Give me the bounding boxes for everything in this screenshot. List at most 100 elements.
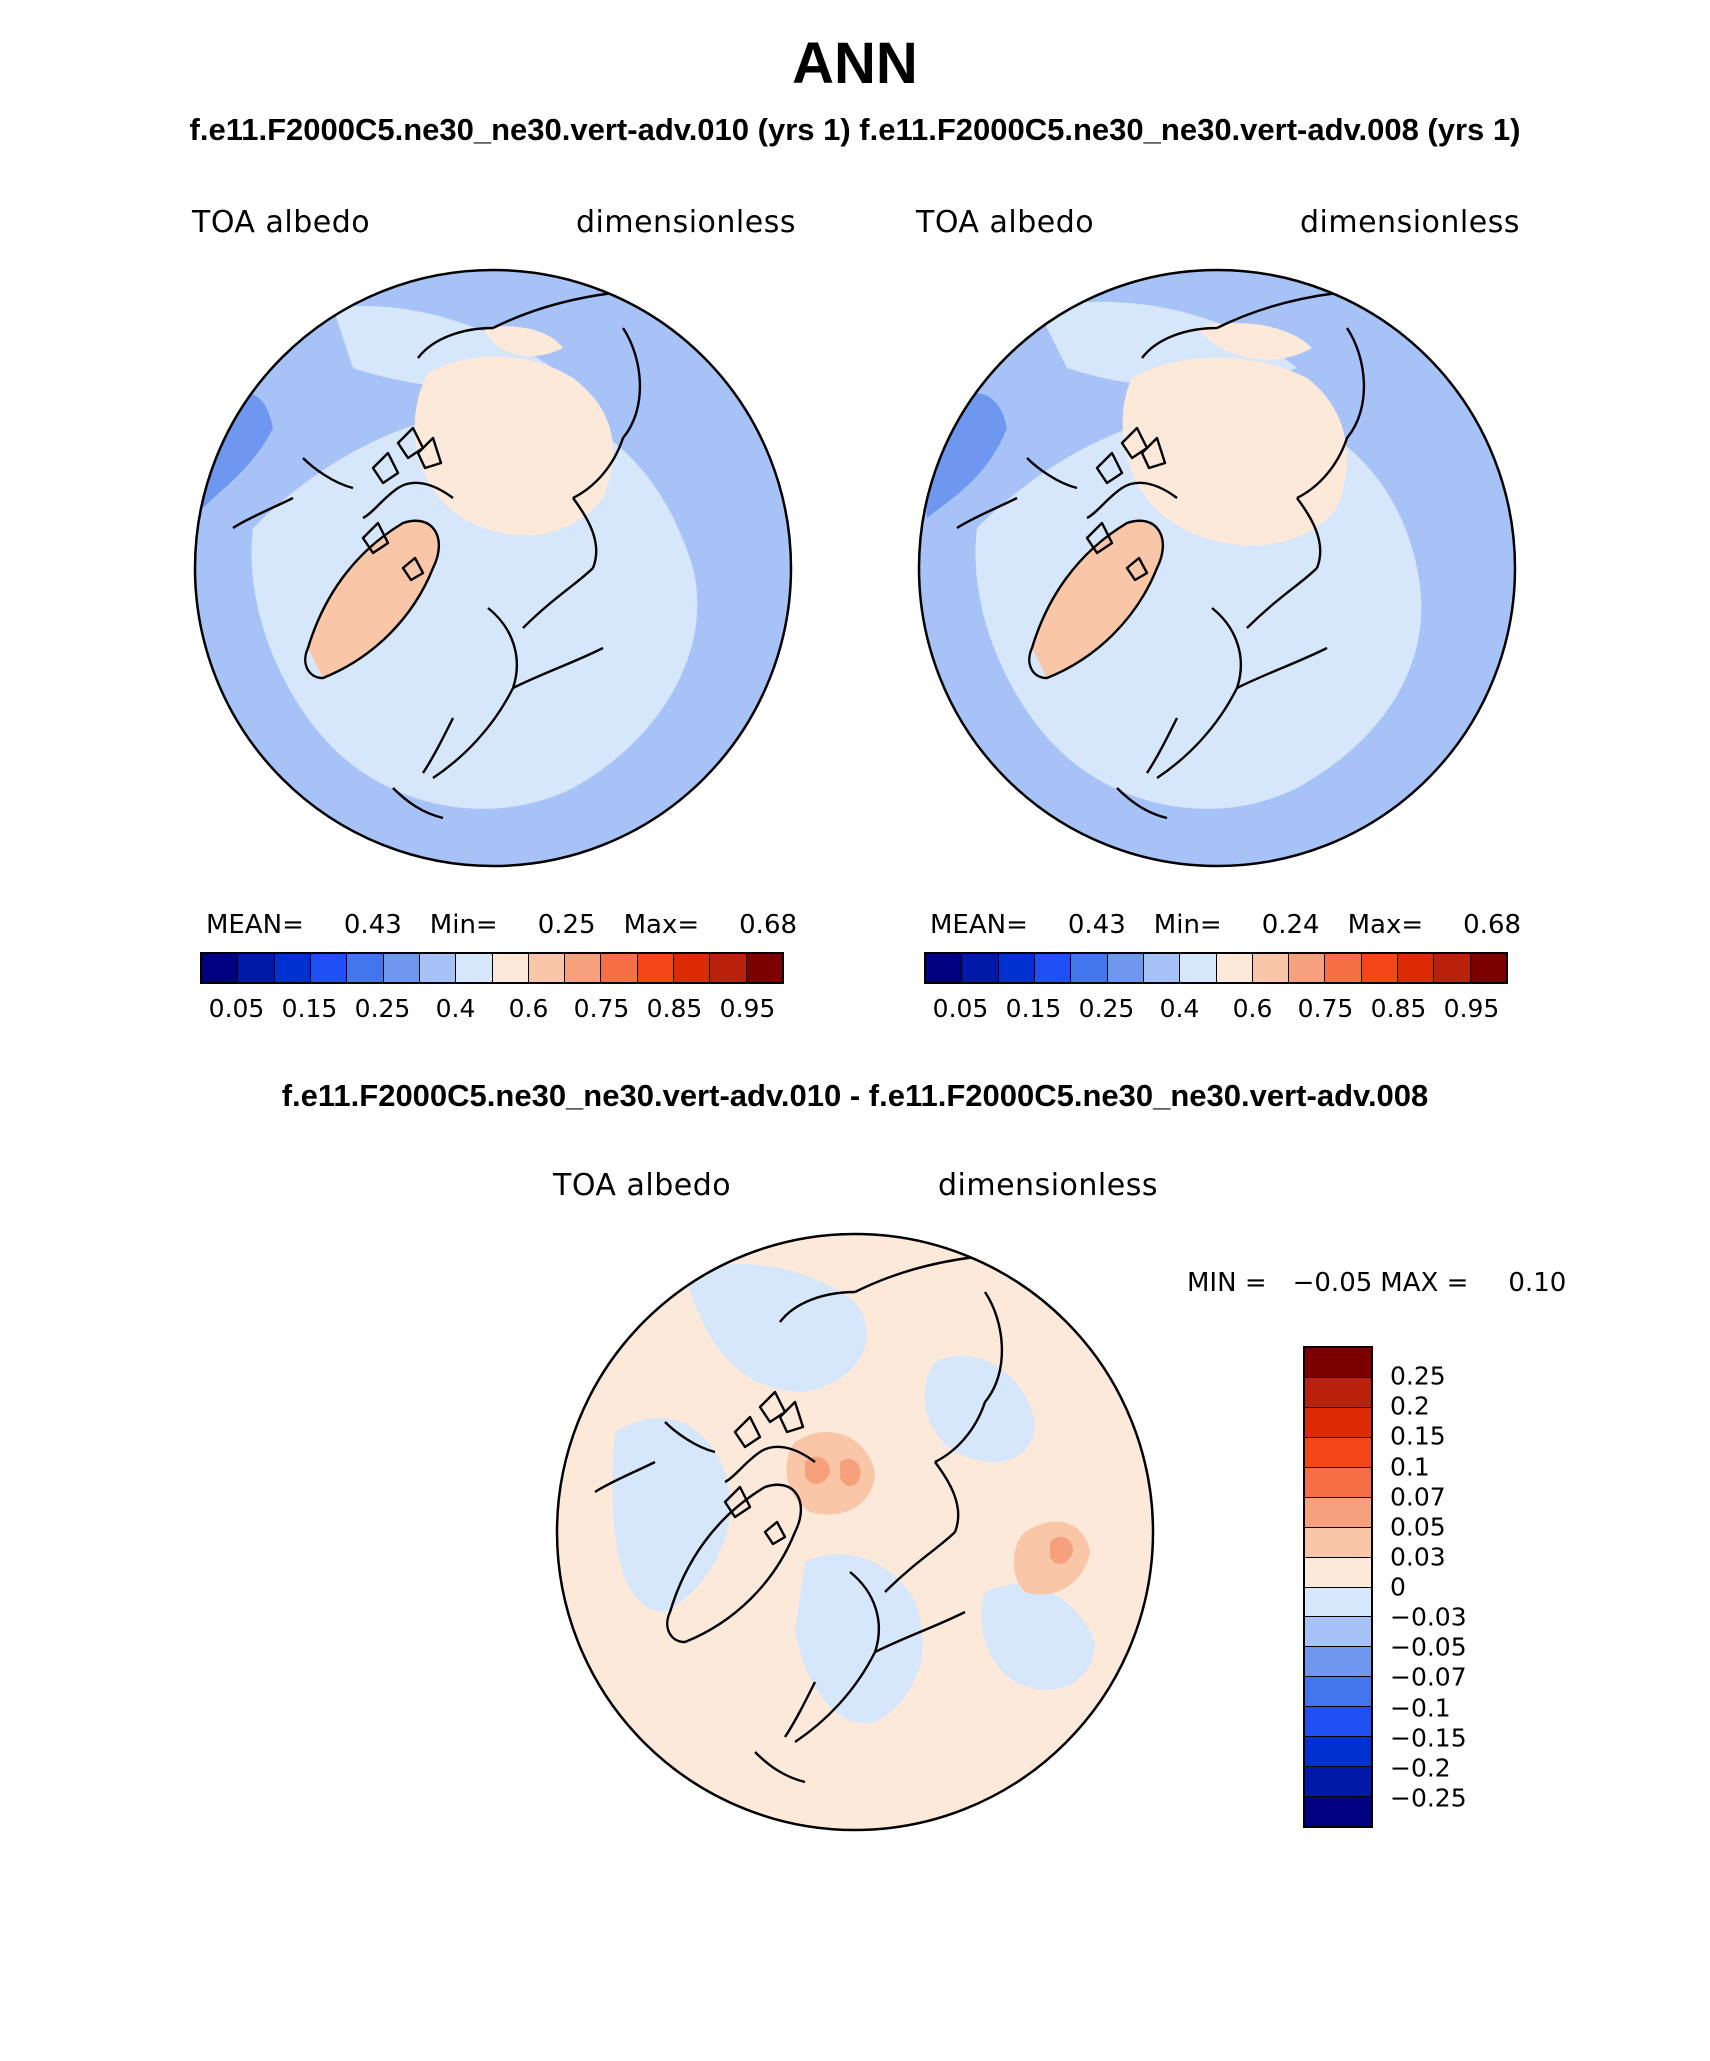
colorbar-tick-label: −0.07: [1390, 1662, 1467, 1692]
colorbar-swatch: [1180, 954, 1217, 982]
panel2-colorbar: [924, 952, 1508, 984]
colorbar-swatch: [1305, 1617, 1371, 1648]
min-label: Min=: [429, 910, 498, 940]
albedo-region-bering: [1197, 323, 1312, 360]
map-boundary: [193, 268, 793, 868]
colorbar-swatch: [1305, 1407, 1371, 1438]
runs-subtitle: f.e11.F2000C5.ne30_ne30.vert-adv.010 (yr…: [189, 112, 1521, 147]
difference-subtitle: f.e11.F2000C5.ne30_ne30.vert-adv.010 - f…: [281, 1078, 1429, 1113]
diff-region-negative-east: [924, 1355, 1035, 1462]
colorbar-swatch: [1305, 1377, 1371, 1408]
diff-region-negative-southeast: [981, 1584, 1095, 1690]
max-value: 0.68: [1463, 910, 1522, 940]
colorbar-swatch: [1305, 1437, 1371, 1468]
panel1-variable-label: TOA albedo: [192, 205, 371, 240]
colorbar-tick-label: 0.03: [1390, 1542, 1446, 1572]
colorbar-swatch: [456, 954, 493, 982]
colorbar-tick-label: 0.4: [1159, 994, 1200, 1023]
colorbar-swatch: [1305, 1647, 1371, 1678]
arctic-islands: [723, 1390, 805, 1546]
colorbar-swatch: [1289, 954, 1326, 982]
colorbar-swatch: [674, 954, 711, 982]
min-label: Min=: [1153, 910, 1222, 940]
colorbar-swatch: [1305, 1797, 1371, 1826]
colorbar-tick-label: 0.2: [1390, 1391, 1430, 1421]
colorbar-tick-label: 0.25: [1078, 994, 1135, 1023]
colorbar-tick-label: 0.85: [1370, 994, 1427, 1023]
colorbar-tick-label: 0.05: [1390, 1512, 1446, 1542]
difference-colorbar: [1303, 1346, 1373, 1828]
colorbar-tick-label: −0.1: [1390, 1693, 1451, 1722]
colorbar-tick-label: 0.15: [281, 994, 338, 1023]
colorbar-tick-label: 0.15: [1390, 1421, 1446, 1451]
diff-variable-label: TOA albedo: [553, 1168, 732, 1203]
colorbar-swatch: [1305, 1767, 1371, 1798]
diff-min-label: MIN =: [1187, 1268, 1267, 1298]
mean-value: 0.43: [1067, 910, 1126, 940]
panel1-units-label: dimensionless: [576, 205, 796, 240]
colorbar-swatch: [1305, 1587, 1371, 1618]
colorbar-tick-label: 0.05: [208, 994, 265, 1023]
diff-region-max-3: [1050, 1536, 1073, 1564]
panel2-variable-label: TOA albedo: [916, 205, 1095, 240]
colorbar-swatch: [492, 954, 529, 982]
map-boundary: [555, 1232, 1155, 1832]
panel2-units-label: dimensionless: [1300, 205, 1520, 240]
colorbar-swatch: [347, 954, 384, 982]
diff-region-max-2: [840, 1458, 861, 1487]
colorbar-tick-label: 0.05: [932, 994, 989, 1023]
colorbar-swatch: [998, 954, 1035, 982]
colorbar-swatch: [1252, 954, 1290, 982]
colorbar-swatch: [310, 954, 348, 982]
max-label: Max=: [1347, 910, 1424, 940]
colorbar-tick-label: 0.4: [435, 994, 476, 1023]
albedo-region-greenland: [308, 520, 439, 678]
colorbar-swatch: [746, 954, 782, 982]
colorbar-swatch: [1305, 1737, 1371, 1768]
colorbar-swatch: [1434, 954, 1471, 982]
colorbar-swatch: [710, 954, 747, 982]
min-value: 0.24: [1261, 910, 1320, 940]
colorbar-tick-label: 0: [1390, 1572, 1406, 1602]
map-boundary: [917, 268, 1517, 868]
colorbar-swatch: [238, 954, 275, 982]
panel2-colorbar-ticks: 0.05 0.15 0.25 0.4 0.6 0.75 0.85 0.95: [924, 994, 1508, 1024]
colorbar-tick-label: 0.75: [1297, 994, 1354, 1023]
panel1-polar-map: [193, 268, 793, 868]
colorbar-swatch: [1470, 954, 1506, 982]
diff-region-negative-west: [612, 1417, 731, 1612]
coastlines: [594, 1255, 1004, 1784]
colorbar-tick-label: −0.15: [1390, 1723, 1467, 1753]
panel1-colorbar-ticks: 0.05 0.15 0.25 0.4 0.6 0.75 0.85 0.95: [200, 994, 784, 1024]
colorbar-swatch: [637, 954, 675, 982]
colorbar-tick-label: −0.03: [1390, 1602, 1467, 1632]
colorbar-swatch: [202, 954, 239, 982]
colorbar-swatch: [1305, 1497, 1371, 1528]
difference-polar-map: [555, 1232, 1155, 1832]
colorbar-swatch: [1325, 954, 1362, 982]
colorbar-swatch: [962, 954, 999, 982]
colorbar-tick-label: 0.75: [573, 994, 630, 1023]
mean-label: MEAN=: [206, 910, 304, 940]
diff-max-label: MAX =: [1380, 1268, 1469, 1298]
colorbar-swatch: [1107, 954, 1144, 982]
colorbar-swatch: [1305, 1677, 1371, 1708]
panel2-stats: MEAN= 0.43 Min= 0.24 Max= 0.68: [930, 910, 1521, 940]
max-value: 0.68: [739, 910, 798, 940]
colorbar-tick-label: 0.95: [719, 994, 776, 1023]
colorbar-swatch: [1216, 954, 1253, 982]
diff-region-positive-arctic: [786, 1432, 875, 1515]
min-value: 0.25: [537, 910, 596, 940]
colorbar-tick-label: 0.25: [1390, 1361, 1446, 1391]
colorbar-tick-label: 0.6: [1232, 994, 1273, 1023]
colorbar-swatch: [1071, 954, 1108, 982]
colorbar-tick-label: 0.07: [1390, 1482, 1446, 1512]
colorbar-swatch: [1305, 1707, 1371, 1738]
colorbar-tick-label: 0.6: [508, 994, 549, 1023]
diff-min-value: −0.05: [1292, 1268, 1373, 1298]
colorbar-tick-label: −0.2: [1390, 1753, 1451, 1783]
albedo-region-arctic-ocean: [414, 356, 613, 536]
arctic-islands: [361, 426, 443, 582]
colorbar-swatch: [1143, 954, 1181, 982]
colorbar-tick-label: 0.1: [1390, 1452, 1430, 1481]
